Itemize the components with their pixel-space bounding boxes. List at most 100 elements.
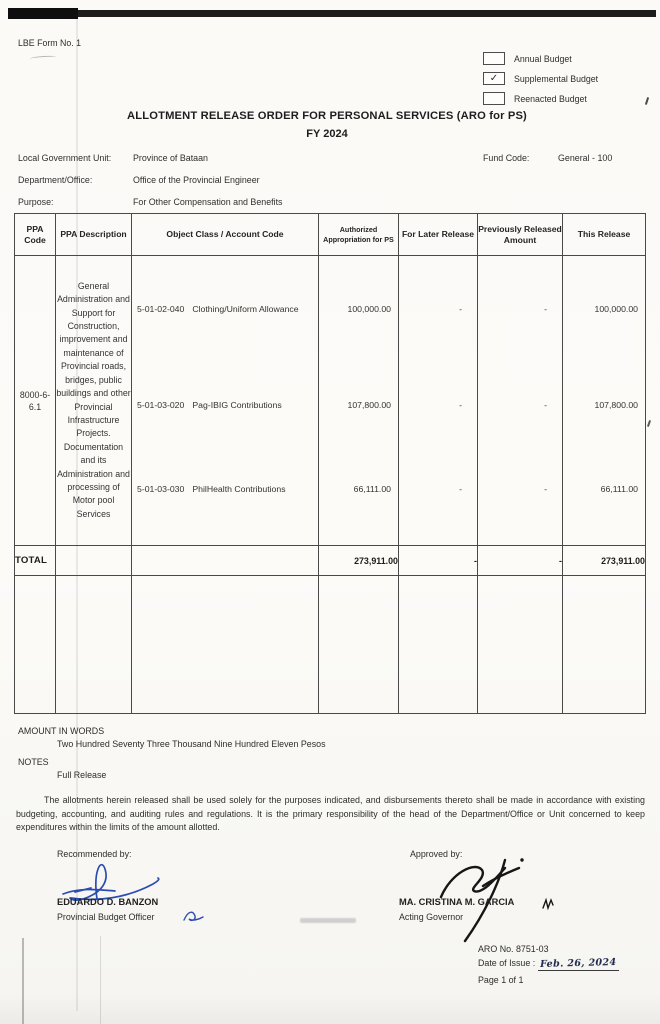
empty-cell: [131, 575, 319, 714]
account-line: 5-01-02-040 Clothing/Uniform Allowance: [133, 304, 318, 314]
col-header-ppa-code: PPA Code: [14, 213, 56, 256]
document-title: ALLOTMENT RELEASE ORDER FOR PERSONAL SER…: [127, 110, 527, 122]
dash-value: -: [459, 484, 462, 494]
scan-smudge: [300, 918, 356, 923]
signature-eduardo-banzon: [62, 863, 160, 901]
department-value: Office of the Provincial Engineer: [133, 175, 260, 185]
empty-cell: [55, 575, 132, 714]
amount-value: 66,111.00: [600, 484, 638, 494]
allotment-table: PPA Code PPA Description Object Class / …: [14, 213, 646, 714]
amount-value: 100,000.00: [347, 304, 391, 314]
col-header-this-release: This Release: [562, 213, 646, 256]
fiscal-year: FY 2024: [306, 128, 348, 140]
checkbox-annual-budget: [483, 52, 505, 65]
budget-type-annual: Annual Budget: [483, 52, 572, 65]
for-later-release-cell: - - -: [398, 255, 478, 546]
amount-in-words-label: AMOUNT IN WORDS: [18, 726, 105, 736]
total-authorized: 273,911.00: [318, 545, 399, 576]
empty-cell: [55, 545, 132, 576]
scan-edge-bar-left: [8, 8, 78, 19]
empty-cell: [131, 545, 319, 576]
recommended-by-title: Provincial Budget Officer: [57, 912, 155, 922]
signature-ma-cristina-garcia: [439, 858, 554, 943]
table-body-row: 8000-6-6.1 General Administration and Su…: [14, 255, 646, 546]
total-this-release: 273,911.00: [562, 545, 646, 576]
page-indicator: Page 1 of 1: [478, 975, 524, 985]
amount-in-words-value: Two Hundred Seventy Three Thousand Nine …: [57, 739, 326, 749]
empty-cell: [562, 575, 646, 714]
table-total-row: TOTAL 273,911.00 - - 273,911.00: [14, 545, 646, 576]
checkbox-label: Supplemental Budget: [514, 73, 599, 84]
col-header-ppa-desc: PPA Description: [55, 213, 132, 256]
empty-cell: [318, 575, 399, 714]
approved-by-name: MA. CRISTINA M. GARCIA: [399, 897, 515, 907]
notes-label: NOTES: [18, 757, 49, 767]
account-code-cell: 5-01-02-040 Clothing/Uniform Allowance 5…: [131, 255, 319, 546]
checkbox-supplemental-budget-checked: ✓: [483, 72, 505, 85]
checkbox-label: Reenacted Budget: [514, 93, 587, 104]
approved-by-title: Acting Governor: [399, 912, 464, 922]
date-of-issue-label: Date of Issue :: [478, 958, 536, 968]
purpose-value: For Other Compensation and Benefits: [133, 197, 283, 207]
initial-mark-blue: [183, 911, 204, 922]
disclaimer-paragraph: The allotments herein released shall be …: [16, 795, 645, 833]
total-label: TOTAL: [14, 545, 56, 576]
approved-by-label: Approved by:: [410, 849, 463, 859]
dash-value: -: [544, 400, 547, 410]
amount-value: 66,111.00: [353, 484, 391, 494]
col-header-authorized: Authorized Appropriation for PS: [318, 213, 399, 256]
checkbox-label: Annual Budget: [514, 53, 572, 64]
account-name: Clothing/Uniform Allowance: [192, 304, 299, 314]
date-of-issue-underline: Feb. 26, 2024: [538, 957, 619, 971]
notes-value: Full Release: [57, 770, 107, 780]
total-prev-released: -: [477, 545, 563, 576]
amount-value: 107,800.00: [347, 400, 391, 410]
previously-released-cell: - - -: [477, 255, 563, 546]
checkbox-reenacted-budget: [483, 92, 505, 105]
budget-type-reenacted: Reenacted Budget: [483, 92, 587, 105]
table-empty-row: [14, 575, 646, 714]
department-label: Department/Office:: [18, 175, 93, 185]
paper-crease: [22, 938, 24, 1024]
col-header-object-class: Object Class / Account Code: [131, 213, 319, 256]
this-release-cell: 100,000.00 107,800.00 66,111.00: [562, 255, 646, 546]
form-number: LBE Form No. 1: [18, 38, 82, 48]
empty-cell: [14, 575, 56, 714]
ppa-code-cell: 8000-6-6.1: [14, 255, 56, 546]
amount-value: 100,000.00: [594, 304, 638, 314]
aro-number: ARO No. 8751-03: [478, 944, 549, 954]
account-code: 5-01-03-020: [137, 400, 185, 410]
budget-type-supplemental: ✓ Supplemental Budget: [483, 72, 598, 85]
ppa-description-cell: General Administration and Support for C…: [55, 255, 132, 546]
empty-cell: [477, 575, 563, 714]
recommended-by-name: EDUARDO D. BANZON: [57, 897, 159, 907]
pen-mark: [646, 419, 652, 428]
recommended-by-label: Recommended by:: [57, 849, 132, 859]
date-of-issue-handwritten: Feb. 26, 2024: [540, 957, 617, 970]
fund-code-label: Fund Code:: [483, 153, 530, 163]
account-name: PhilHealth Contributions: [192, 484, 286, 494]
col-header-later-release: For Later Release: [398, 213, 478, 256]
fund-code-value: General - 100: [558, 153, 613, 163]
account-code: 5-01-02-040: [137, 304, 185, 314]
date-of-issue-row: Date of Issue : Feb. 26, 2024: [478, 957, 619, 971]
lgu-label: Local Government Unit:: [18, 153, 112, 163]
col-header-prev-released: Previously Released Amount: [477, 213, 563, 256]
purpose-label: Purpose:: [18, 197, 54, 207]
dash-value: -: [544, 484, 547, 494]
pen-mark: [644, 96, 650, 106]
empty-cell: [398, 575, 478, 714]
dash-value: -: [544, 304, 547, 314]
account-code: 5-01-03-030: [137, 484, 185, 494]
amount-value: 107,800.00: [594, 400, 638, 410]
account-name: Pag-IBIG Contributions: [192, 400, 282, 410]
dash-value: -: [459, 304, 462, 314]
account-line: 5-01-03-020 Pag-IBIG Contributions: [133, 400, 318, 410]
paper-crease: [100, 936, 101, 1024]
pencil-mark: [29, 55, 57, 61]
total-later-release: -: [398, 545, 478, 576]
dash-value: -: [459, 400, 462, 410]
account-line: 5-01-03-030 PhilHealth Contributions: [133, 484, 318, 494]
authorized-appropriation-cell: 100,000.00 107,800.00 66,111.00: [318, 255, 399, 546]
